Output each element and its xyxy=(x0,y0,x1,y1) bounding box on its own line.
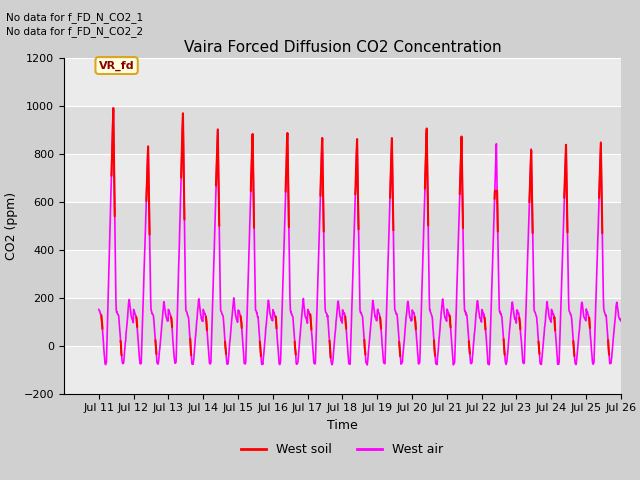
Text: No data for f_FD_N_CO2_2: No data for f_FD_N_CO2_2 xyxy=(6,26,143,37)
Bar xyxy=(64,154,621,202)
Y-axis label: CO2 (ppm): CO2 (ppm) xyxy=(5,192,18,260)
Bar xyxy=(64,250,621,298)
Bar xyxy=(64,106,621,154)
Bar xyxy=(64,202,621,250)
Bar xyxy=(64,58,621,106)
Bar xyxy=(64,298,621,346)
Text: VR_fd: VR_fd xyxy=(99,60,134,71)
Bar xyxy=(64,346,621,394)
X-axis label: Time: Time xyxy=(327,419,358,432)
Legend: West soil, West air: West soil, West air xyxy=(236,438,449,461)
Title: Vaira Forced Diffusion CO2 Concentration: Vaira Forced Diffusion CO2 Concentration xyxy=(184,40,501,55)
Text: No data for f_FD_N_CO2_1: No data for f_FD_N_CO2_1 xyxy=(6,12,143,23)
